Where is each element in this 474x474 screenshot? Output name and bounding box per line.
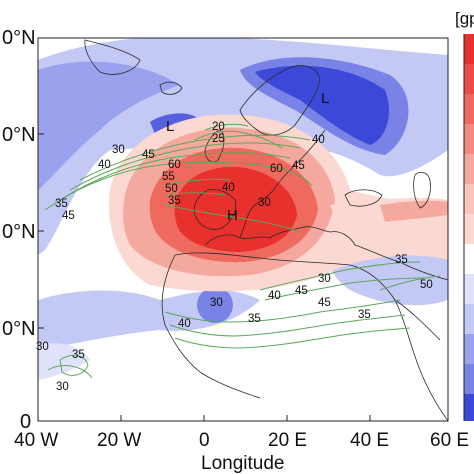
y-tick-label: 0°N (2, 27, 36, 49)
x-tick-label: 20 E (268, 430, 307, 451)
contour-label: 30 (210, 297, 223, 309)
contour-label: 50 (420, 279, 433, 291)
contour-label: 30 (318, 273, 331, 285)
contour-label: 20 (212, 121, 225, 133)
negative-anomaly-cell-south (197, 287, 233, 323)
contour-label: 40 (222, 182, 235, 194)
low-pressure-label-north: L (321, 90, 329, 107)
contour-line (379, 275, 441, 291)
contour-line (259, 261, 421, 291)
x-tick-label: 60 E (430, 430, 469, 451)
contour-line (164, 204, 301, 233)
contour-label: 40 (178, 318, 191, 330)
low-pressure-label-west: L (166, 118, 174, 135)
contour-label: 60 (270, 163, 283, 175)
coastline-caspian (413, 171, 431, 209)
y-tick-label: 0°N (2, 318, 36, 340)
contour-line (69, 142, 301, 191)
coastline-scandinavia (239, 65, 321, 136)
contour-label: 35 (168, 195, 181, 207)
coastlines (84, 39, 448, 421)
contour-label: 50 (165, 183, 178, 195)
contour-label: 35 (55, 198, 68, 210)
contour-line (164, 299, 401, 323)
coastline-greenland (84, 39, 141, 75)
contour-line (164, 178, 231, 196)
coastline-black-sea (344, 189, 383, 207)
contour-line (194, 130, 283, 149)
contour-label: 45 (292, 160, 305, 172)
high-pressure-label: H (227, 207, 238, 224)
coastline-middle-east (354, 244, 448, 341)
contour-label: 45 (318, 297, 331, 309)
contour-label: 45 (295, 285, 308, 297)
contour-label: 40 (268, 290, 281, 302)
y-tick-label: 0 (20, 411, 31, 433)
coastline-iceland (159, 81, 183, 95)
contour-label: 35 (248, 313, 261, 325)
contour-label: 55 (162, 171, 175, 183)
contour-label: 60 (168, 159, 181, 171)
contour-label: 30 (56, 381, 69, 393)
contour-label: 45 (142, 149, 155, 161)
contour-line (264, 277, 426, 301)
contour-label: 35 (72, 349, 85, 361)
contour-line (59, 354, 89, 376)
contour-labels: 30 40 45 60 55 50 35 20 25 40 30 35 45 4… (36, 121, 433, 393)
negative-anomaly-mid (38, 61, 180, 190)
contour-line (79, 134, 311, 181)
contour-label: 25 (212, 133, 225, 145)
contour-line (169, 314, 406, 337)
contour-label: 35 (358, 309, 371, 321)
colorbar: [gp (455, 9, 474, 421)
plot-frame (37, 37, 449, 422)
y-tick-label: 0°N (2, 221, 36, 243)
contour-line (204, 123, 249, 131)
x-axis-label: Longitude (201, 453, 284, 474)
contour-lines (44, 123, 441, 379)
contour-line (47, 365, 93, 379)
contour-label: 30 (112, 144, 125, 156)
contour-label: 45 (62, 210, 75, 222)
contour-line (59, 152, 291, 201)
contour-line (174, 327, 411, 349)
positive-anomaly-east-band-inner (380, 200, 448, 222)
coastline-iberia (193, 189, 237, 230)
contour-label: 40 (98, 159, 111, 171)
x-tick-label: 40 W (14, 430, 58, 451)
negative-anomaly-southwest (38, 343, 90, 380)
contour-line (279, 167, 313, 187)
contour-label: 30 (258, 197, 271, 209)
negative-anomaly-north-strong (255, 65, 390, 145)
colorbar-title: [gp (455, 9, 474, 28)
x-tick-label: 40 E (350, 430, 389, 451)
coastline-africa (161, 252, 448, 421)
coastline-britain (204, 129, 225, 163)
coastline-europe (204, 129, 356, 246)
x-tick-label: 20 W (97, 430, 141, 451)
contour-label: 40 (312, 134, 325, 146)
x-axis: 40 W 20 W 0 20 E 40 E 60 E Longitude (14, 415, 469, 474)
y-axis: 0°N 0°N 0°N 0°N 0 (2, 27, 44, 433)
contour-label: 30 (36, 341, 49, 353)
contour-label: 35 (395, 254, 408, 266)
x-tick-label: 0 (199, 430, 210, 451)
anomaly-field (38, 38, 448, 380)
y-tick-label: 0°N (2, 124, 36, 146)
